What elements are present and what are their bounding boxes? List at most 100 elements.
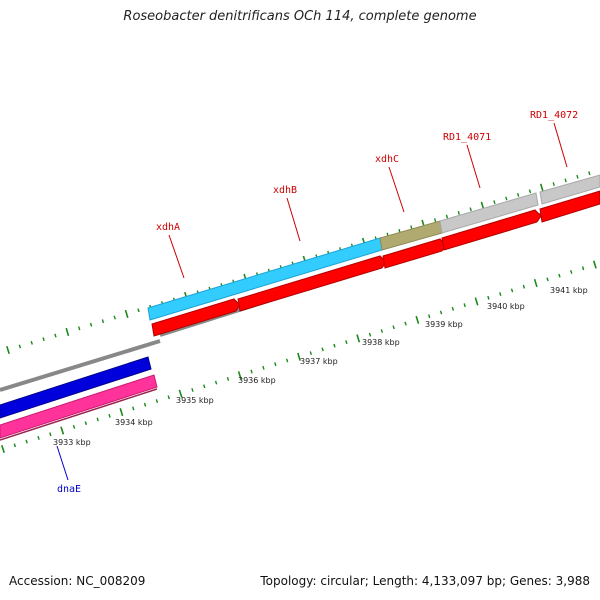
- scale-tick-lower: [428, 314, 431, 319]
- scale-tick-lower: [25, 439, 28, 444]
- gene-label-RD1_4072: RD1_4072: [530, 110, 578, 121]
- scale-tick-lower: [155, 399, 159, 403]
- scale-tick-upper: [433, 218, 437, 223]
- scale-ticks: [1, 171, 597, 454]
- gene-label-RD1_4071: RD1_4071: [443, 132, 491, 143]
- scale-tick-upper: [552, 182, 555, 187]
- scale-tick-upper: [101, 319, 105, 324]
- scale-labels: 3933 kbp 3934 kbp 3935 kbp 3936 kbp 3937 kbp…: [53, 286, 588, 447]
- scale-label: 3937 kbp: [300, 357, 338, 366]
- scale-tick-upper: [469, 207, 472, 212]
- scale-tick-upper: [528, 189, 532, 194]
- scale-tick-lower: [49, 432, 52, 437]
- scale-tick-upper: [457, 211, 460, 215]
- scale-tick-lower: [250, 369, 253, 374]
- scale-tick-upper: [124, 309, 129, 319]
- gene-dnaE-feature[interactable]: [0, 374, 158, 439]
- scale-tick-lower: [72, 424, 76, 429]
- scale-tick-lower: [487, 295, 490, 300]
- accession-text: Accession: NC_008209: [9, 574, 146, 588]
- gene-label-xdhB: xdhB: [273, 185, 297, 196]
- xdhB-leader: [286, 197, 301, 242]
- backbone-lower: [0, 339, 161, 392]
- scale-tick-lower: [570, 269, 573, 274]
- scale-tick-lower: [345, 340, 348, 345]
- feature-lower-shadow: [0, 388, 158, 441]
- scale-tick-lower: [404, 321, 407, 326]
- scale-tick-upper: [54, 333, 57, 338]
- scale-tick-upper: [18, 344, 22, 349]
- scale-tick-lower: [321, 347, 324, 352]
- gene-label-xdhA: xdhA: [156, 222, 180, 233]
- scale-tick-lower: [191, 388, 194, 392]
- scale-tick-lower: [178, 389, 183, 398]
- scale-tick-lower: [119, 408, 124, 417]
- scale-tick-upper: [6, 345, 10, 355]
- scale-tick-upper: [113, 315, 116, 320]
- scale-tick-upper: [137, 308, 140, 313]
- scale-tick-upper: [539, 183, 544, 192]
- scale-label: 3934 kbp: [115, 418, 153, 427]
- scale-tick-lower: [356, 334, 361, 343]
- scale-tick-upper: [588, 171, 591, 176]
- scale-tick-lower: [167, 395, 170, 400]
- scale-label: 3936 kbp: [238, 376, 276, 385]
- scale-tick-lower: [1, 444, 5, 454]
- scale-tick-upper: [576, 174, 579, 179]
- scale-tick-upper: [493, 200, 496, 204]
- gene-dnaE-bar[interactable]: [0, 356, 152, 419]
- xdhA-leader: [168, 234, 185, 279]
- scale-tick-lower: [451, 306, 455, 311]
- scale-tick-lower: [297, 352, 301, 361]
- scale-label: 3940 kbp: [487, 302, 525, 311]
- gene-RD1_4072-bar[interactable]: [539, 174, 600, 205]
- scale-tick-lower: [274, 362, 277, 367]
- scale-tick-lower: [203, 384, 206, 389]
- scale-tick-lower: [226, 376, 230, 381]
- gene-RD1_4071-bar[interactable]: [439, 192, 539, 234]
- map-title: Roseobacter denitrificans OCh 114, compl…: [123, 9, 477, 24]
- scale-tick-upper: [445, 214, 449, 219]
- xdhC-leader: [388, 166, 405, 213]
- scale-tick-lower: [368, 332, 372, 337]
- scale-tick-upper: [30, 340, 33, 345]
- scale-tick-lower: [132, 406, 135, 411]
- scale-tick-lower: [522, 284, 526, 289]
- scale-tick-lower: [60, 426, 65, 435]
- scale-tick-lower: [581, 266, 585, 271]
- forward-gene-4[interactable]: [441, 209, 542, 251]
- forward-gene-5[interactable]: [539, 190, 600, 223]
- RD1_4071-leader: [466, 144, 481, 189]
- scale-tick-lower: [237, 371, 242, 380]
- scale-tick-upper: [516, 192, 520, 197]
- scale-tick-upper: [78, 326, 81, 331]
- scale-tick-lower: [439, 310, 443, 315]
- scale-tick-lower: [309, 351, 312, 355]
- summary-text: Topology: circular; Length: 4,133,097 bp…: [260, 574, 590, 588]
- scale-tick-lower: [13, 443, 17, 448]
- scale-tick-lower: [558, 273, 561, 278]
- gene-label-dnaE: dnaE: [57, 484, 81, 495]
- forward-gene-1[interactable]: [151, 298, 241, 337]
- scale-label: 3939 kbp: [425, 320, 463, 329]
- scale-tick-lower: [546, 277, 549, 282]
- gene-label-xdhC: xdhC: [375, 154, 399, 165]
- scale-tick-lower: [592, 260, 597, 269]
- scale-tick-upper: [89, 322, 93, 327]
- scale-tick-upper: [505, 196, 508, 201]
- scale-tick-lower: [214, 380, 218, 385]
- scale-tick-lower: [333, 343, 336, 348]
- scale-tick-lower: [96, 417, 99, 422]
- RD1_4072-leader: [553, 122, 568, 168]
- scale-tick-lower: [499, 292, 502, 297]
- scale-tick-lower: [392, 325, 395, 330]
- scale-tick-lower: [463, 303, 466, 308]
- scale-tick-lower: [108, 413, 111, 418]
- scale-label: 3933 kbp: [53, 438, 91, 447]
- scale-label: 3935 kbp: [176, 396, 214, 405]
- scale-tick-upper: [564, 178, 567, 183]
- scale-tick-lower: [533, 278, 538, 288]
- scale-tick-lower: [380, 329, 384, 333]
- scale-tick-lower: [37, 435, 40, 440]
